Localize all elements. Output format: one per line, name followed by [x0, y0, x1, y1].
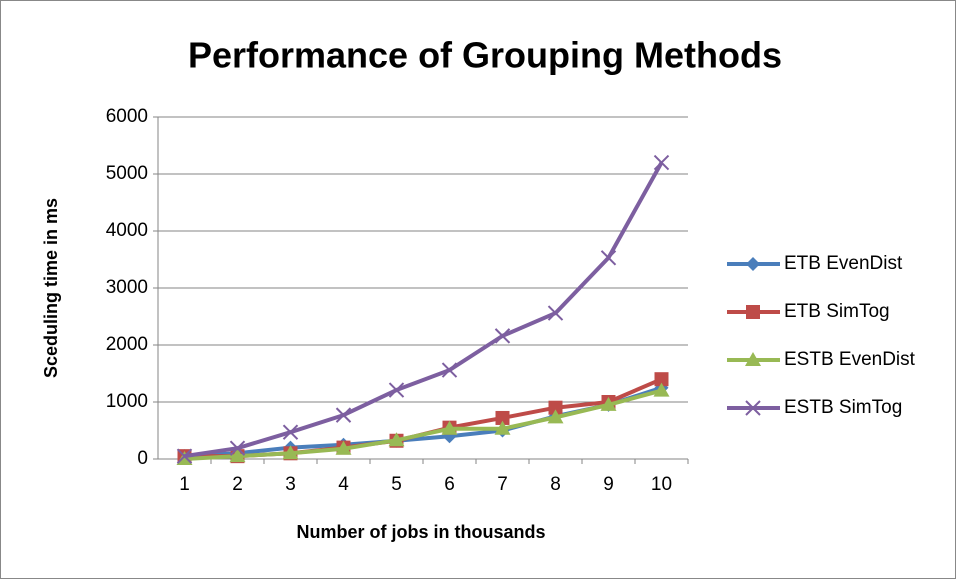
y-axis-title: Sceduling time in ms [41, 198, 61, 378]
x-tick-label: 10 [651, 474, 672, 495]
legend-label: ETB SimTog [784, 301, 890, 322]
data-point [229, 440, 246, 456]
x-tick-label: 5 [391, 474, 402, 495]
y-tick-label: 1000 [106, 391, 148, 412]
legend-label: ESTB EvenDist [784, 349, 916, 370]
y-tick-label: 0 [137, 448, 148, 469]
data-point [653, 154, 670, 171]
data-point [335, 440, 352, 455]
y-tick-label: 2000 [106, 334, 148, 355]
data-point [441, 420, 458, 435]
series-line [184, 161, 664, 459]
x-tick-label: 8 [550, 474, 561, 495]
x-tick-label: 3 [285, 474, 296, 495]
x-tick-label: 2 [232, 474, 243, 495]
data-point [282, 445, 299, 460]
data-point [282, 424, 299, 440]
data-point [388, 432, 405, 447]
y-tick-label: 4000 [106, 220, 148, 241]
chart-title: Performance of Grouping Methods [188, 35, 782, 76]
x-tick-label: 7 [497, 474, 508, 495]
data-point [494, 420, 511, 435]
data-point [441, 362, 458, 378]
legend-label: ESTB SimTog [784, 397, 902, 418]
y-tick-label: 5000 [106, 163, 148, 184]
data-point [654, 372, 669, 387]
data-point [495, 410, 510, 425]
y-tick-label: 3000 [106, 277, 148, 298]
y-tick-label: 6000 [106, 106, 148, 127]
x-tick-label: 6 [444, 474, 455, 495]
legend-marker [745, 352, 761, 366]
data-point [176, 448, 193, 464]
data-point [335, 407, 352, 423]
data-point [547, 409, 564, 424]
x-tick-label: 4 [338, 474, 349, 495]
legend-label: ETB EvenDist [784, 253, 903, 274]
x-axis-title: Number of jobs in thousands [296, 522, 545, 542]
data-point [600, 250, 617, 266]
data-point [547, 305, 564, 321]
data-point [653, 382, 670, 397]
data-point [494, 328, 511, 344]
legend-marker [746, 257, 760, 271]
data-point [229, 448, 246, 463]
series-line [184, 388, 663, 461]
data-point [388, 382, 405, 398]
data-point [600, 396, 617, 411]
legend-marker [746, 305, 760, 319]
x-tick-label: 9 [603, 474, 614, 495]
legend-marker [745, 400, 761, 416]
x-tick-label: 1 [179, 474, 190, 495]
data-point [548, 400, 563, 415]
